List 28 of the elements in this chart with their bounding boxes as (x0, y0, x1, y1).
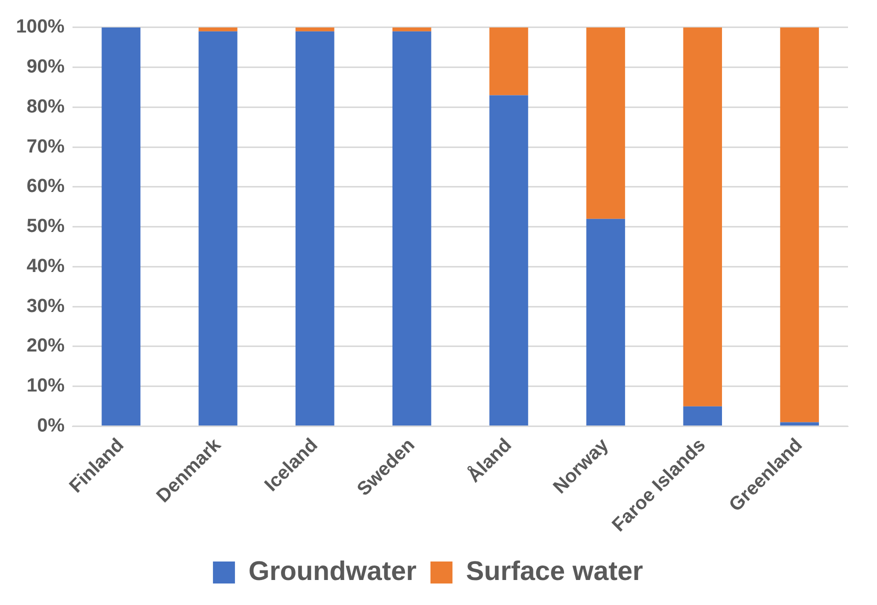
y-tick-label: 60% (26, 176, 65, 198)
y-tick-label: 70% (26, 136, 65, 158)
y-tick-label: 100% (16, 16, 65, 38)
y-tick-label: 90% (26, 56, 65, 78)
y-tick-label: 30% (26, 296, 65, 317)
bar (296, 27, 334, 32)
legend-label: Groundwater (248, 556, 417, 586)
bar (780, 27, 819, 422)
bar (683, 406, 722, 426)
bar (198, 27, 238, 32)
bar (198, 31, 238, 426)
y-tick-label: 20% (26, 336, 65, 357)
y-tick-label: 50% (26, 216, 65, 238)
bar (489, 27, 528, 96)
bar (392, 27, 432, 32)
y-tick-label: 0% (37, 416, 65, 436)
bar (489, 95, 528, 426)
legend-label: Surface water (466, 556, 644, 586)
bar (102, 27, 140, 426)
bar (392, 31, 432, 426)
bar (586, 27, 626, 219)
y-tick-label: 40% (26, 256, 65, 277)
y-tick-label: 10% (26, 376, 65, 397)
y-tick-label: 80% (26, 96, 65, 118)
bar (683, 27, 722, 406)
bar (296, 31, 334, 426)
bar (780, 422, 819, 426)
bar (586, 218, 626, 426)
